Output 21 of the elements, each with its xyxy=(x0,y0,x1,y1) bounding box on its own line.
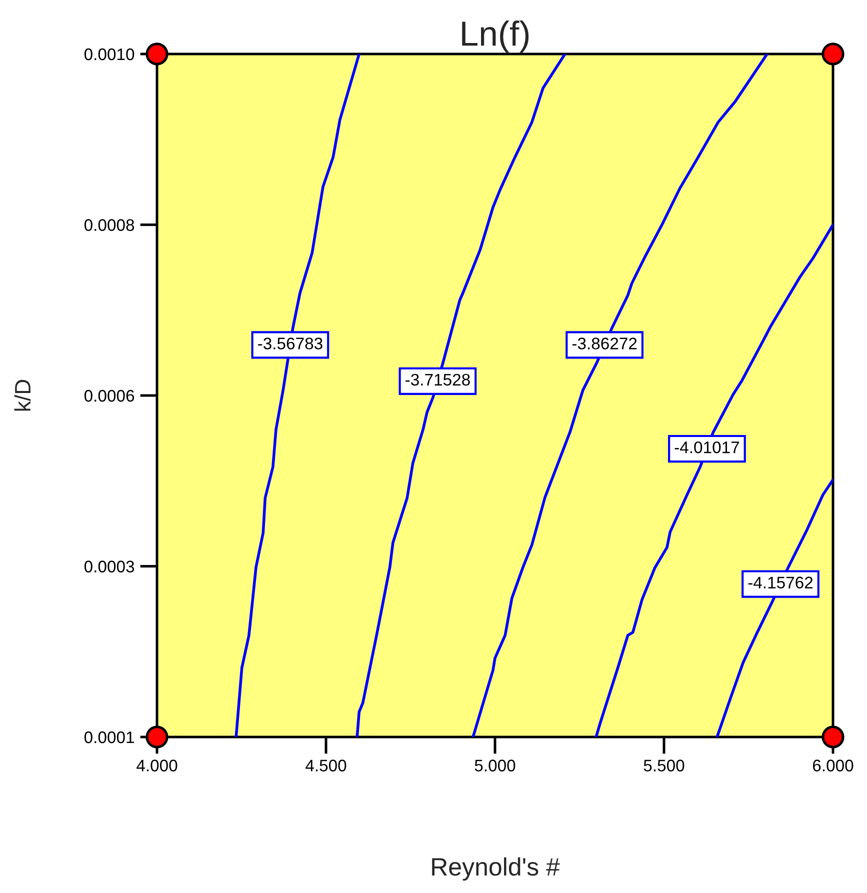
series-label: -3.86272 xyxy=(572,338,637,350)
series-label: -4.15762 xyxy=(748,576,813,588)
series-label: -3.71528 xyxy=(406,374,470,386)
x-tick-label: 4.000 xyxy=(136,760,178,772)
y-axis-title: k/D xyxy=(14,380,31,411)
line-series xyxy=(356,54,566,737)
series-label: -4.01017 xyxy=(674,441,740,454)
x-tick-label: 5.000 xyxy=(474,760,516,772)
y-tick-label: 0.0001 xyxy=(84,731,134,744)
y-tick-label: 0.0003 xyxy=(84,560,134,572)
series-label: -3.56783 xyxy=(258,338,322,350)
x-tick-label: 5.500 xyxy=(644,760,684,772)
chart-title: Ln(f) xyxy=(462,20,529,53)
y-tick-label: 0.0006 xyxy=(84,390,134,402)
y-tick-label: 0.0008 xyxy=(84,219,134,231)
x-tick-label: 4.500 xyxy=(306,760,346,772)
y-tick-label: 0.0010 xyxy=(84,48,134,60)
line-series xyxy=(234,54,361,737)
x-axis-title: Reynold's # xyxy=(432,857,560,881)
x-tick-label: 6.000 xyxy=(812,760,854,772)
line-series xyxy=(716,478,833,737)
